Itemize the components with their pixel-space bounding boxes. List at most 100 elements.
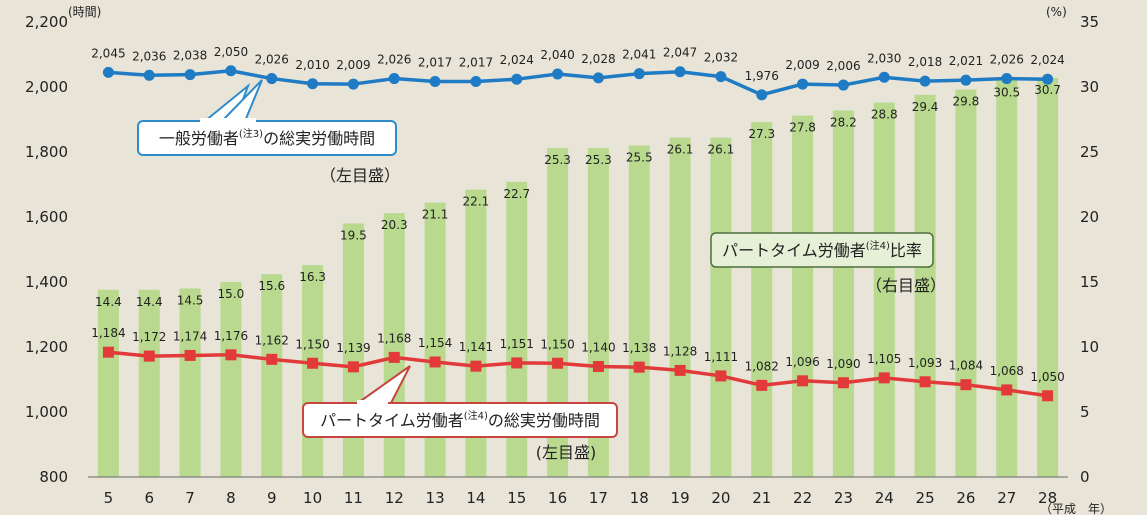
right-tick-35: 35 bbox=[1080, 13, 1099, 31]
svg-text:パートタイム労働者(注4)比率: パートタイム労働者(注4)比率 bbox=[722, 239, 922, 260]
point-label-part-time-8: 1,176 bbox=[214, 329, 248, 343]
left-tick-2200: 2,200 bbox=[25, 13, 68, 31]
point-label-general-25: 2,018 bbox=[908, 55, 942, 69]
x-tick-17: 17 bbox=[589, 489, 608, 507]
callout-general-workers-scale: （左目盛） bbox=[320, 166, 400, 185]
right-tick-25: 25 bbox=[1080, 143, 1099, 161]
bar-20 bbox=[710, 137, 732, 477]
bar-label-22: 27.8 bbox=[789, 121, 816, 135]
bar-9 bbox=[261, 274, 283, 477]
x-tick-11: 11 bbox=[344, 489, 363, 507]
callout-part-time-hours-text: パートタイム労働者 bbox=[320, 411, 464, 430]
point-part-time-13 bbox=[429, 356, 441, 368]
bar-7 bbox=[179, 288, 201, 477]
bar-23 bbox=[832, 110, 854, 478]
point-general-14 bbox=[470, 75, 482, 87]
bar-label-8: 15.0 bbox=[218, 287, 245, 301]
point-part-time-19 bbox=[674, 364, 686, 376]
callout-part-time-ratio-text2: 比率 bbox=[890, 241, 922, 260]
bar-8 bbox=[220, 282, 242, 477]
left-axis-unit: (時間) bbox=[68, 5, 101, 19]
bar-label-7: 14.5 bbox=[177, 294, 204, 308]
x-tick-24: 24 bbox=[875, 489, 894, 507]
x-tick-25: 25 bbox=[916, 489, 935, 507]
point-general-20 bbox=[715, 71, 727, 83]
callout-general-workers-box bbox=[137, 120, 397, 156]
point-label-part-time-21: 1,082 bbox=[745, 359, 779, 373]
point-part-time-25 bbox=[919, 376, 931, 388]
bar-5 bbox=[97, 289, 119, 477]
x-tick-26: 26 bbox=[956, 489, 975, 507]
left-tick-2000: 2,000 bbox=[25, 78, 68, 96]
point-part-time-11 bbox=[347, 361, 359, 373]
x-tick-27: 27 bbox=[997, 489, 1016, 507]
point-label-part-time-11: 1,139 bbox=[336, 341, 370, 355]
x-tick-8: 8 bbox=[226, 489, 236, 507]
point-general-27 bbox=[1001, 73, 1013, 85]
point-general-18 bbox=[633, 68, 645, 80]
point-general-23 bbox=[837, 79, 849, 91]
bar-label-16: 25.3 bbox=[544, 153, 571, 167]
svg-text:一般労働者(注3)の総実労働時間: 一般労働者(注3)の総実労働時間 bbox=[159, 127, 375, 148]
x-tick-18: 18 bbox=[630, 489, 649, 507]
callout-general-workers-text2: の総実労働時間 bbox=[263, 129, 375, 148]
point-part-time-8 bbox=[225, 349, 237, 361]
point-label-general-14: 2,017 bbox=[459, 55, 493, 69]
point-general-13 bbox=[429, 75, 441, 87]
left-tick-1600: 1,600 bbox=[25, 208, 68, 226]
x-tick-9: 9 bbox=[267, 489, 277, 507]
point-label-part-time-14: 1,141 bbox=[459, 340, 493, 354]
point-label-general-18: 2,041 bbox=[622, 48, 656, 62]
point-label-general-23: 2,006 bbox=[826, 59, 860, 73]
bar-label-15: 22.7 bbox=[503, 187, 530, 201]
bar-label-23: 28.2 bbox=[830, 115, 857, 129]
bar-label-19: 26.1 bbox=[667, 143, 694, 157]
callout-part-time-hours-note: (注4) bbox=[464, 409, 488, 422]
point-label-general-28: 2,024 bbox=[1030, 53, 1064, 67]
point-label-part-time-23: 1,090 bbox=[826, 357, 860, 371]
point-label-part-time-7: 1,174 bbox=[173, 329, 207, 343]
point-part-time-6 bbox=[143, 350, 155, 362]
line-general-hours bbox=[108, 69, 1048, 97]
callout-part-time-hours-text2: の総実労働時間 bbox=[488, 411, 600, 430]
bar-label-25: 29.4 bbox=[912, 100, 939, 114]
bar-16 bbox=[547, 148, 569, 477]
point-part-time-12 bbox=[388, 351, 400, 363]
point-label-part-time-28: 1,050 bbox=[1030, 370, 1064, 384]
point-general-28 bbox=[1042, 73, 1054, 85]
bar-label-24: 28.8 bbox=[871, 108, 898, 122]
bar-label-26: 29.8 bbox=[953, 95, 980, 109]
line-data-labels: 2,045 2,036 2,038 2,050 2,026 2,010 2,009 2,026… bbox=[91, 45, 1065, 384]
bar-label-17: 25.3 bbox=[585, 153, 612, 167]
point-label-general-10: 2,010 bbox=[295, 58, 329, 72]
x-tick-16: 16 bbox=[548, 489, 567, 507]
bar-label-9: 15.6 bbox=[258, 279, 285, 293]
axes: 800 1,000 1,200 1,400 1,600 1,800 2,000 2,200 0 5… bbox=[25, 13, 1099, 507]
point-label-general-8: 2,050 bbox=[214, 45, 248, 59]
point-part-time-10 bbox=[307, 357, 319, 369]
point-label-general-13: 2,017 bbox=[418, 55, 452, 69]
bar-28 bbox=[1037, 77, 1059, 478]
point-part-time-18 bbox=[633, 361, 645, 373]
callout-part-time-hours-scale: (左目盛) bbox=[536, 443, 597, 462]
bar-17 bbox=[587, 148, 609, 477]
bar-22 bbox=[792, 115, 814, 477]
line-series bbox=[102, 65, 1054, 402]
point-general-24 bbox=[878, 71, 890, 83]
point-label-part-time-9: 1,162 bbox=[255, 333, 289, 347]
point-part-time-14 bbox=[470, 360, 482, 372]
bar-27 bbox=[996, 80, 1018, 477]
point-general-12 bbox=[388, 73, 400, 85]
callout-general-workers-text: 一般労働者 bbox=[159, 129, 239, 148]
bar-18 bbox=[628, 145, 650, 477]
point-label-part-time-18: 1,138 bbox=[622, 341, 656, 355]
x-tick-20: 20 bbox=[711, 489, 730, 507]
point-general-19 bbox=[674, 66, 686, 78]
bar-label-11: 19.5 bbox=[340, 229, 367, 243]
left-tick-1800: 1,800 bbox=[25, 143, 68, 161]
point-label-general-24: 2,030 bbox=[867, 51, 901, 65]
svg-text:パートタイム労働者(注4)の総実労働時間: パートタイム労働者(注4)の総実労働時間 bbox=[320, 409, 600, 430]
point-label-general-9: 2,026 bbox=[255, 53, 289, 67]
point-label-part-time-19: 1,128 bbox=[663, 344, 697, 358]
right-tick-5: 5 bbox=[1080, 403, 1090, 421]
